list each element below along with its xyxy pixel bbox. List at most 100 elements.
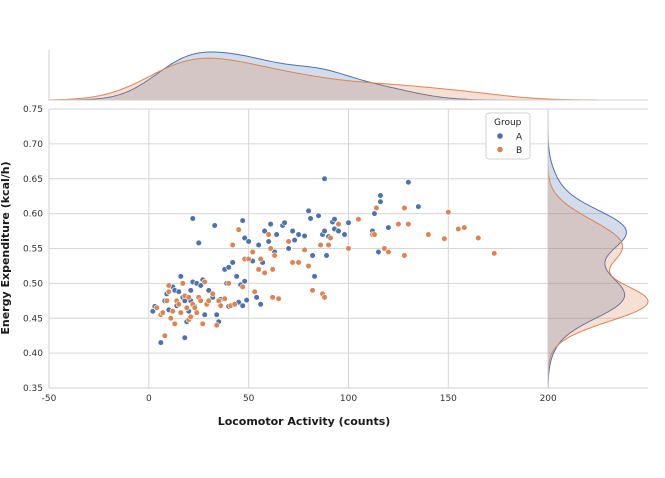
point-b (371, 231, 378, 238)
y-tick-label: 0.55 (23, 245, 43, 255)
x-tick-label: 100 (340, 394, 357, 404)
point-a (405, 179, 412, 186)
point-b (269, 266, 276, 273)
point-b (373, 204, 380, 212)
point-a (255, 241, 262, 249)
point-b (245, 255, 252, 263)
point-b (221, 295, 228, 302)
point-a (197, 282, 204, 289)
point-a (211, 222, 218, 229)
point-b (321, 294, 328, 301)
point-b (251, 288, 258, 295)
x-axis-label: Locomotor Activity (counts) (218, 415, 391, 428)
point-b (229, 241, 236, 249)
point-b (231, 301, 238, 308)
point-a (253, 294, 260, 301)
x-tick-label: 0 (146, 394, 152, 404)
point-b (317, 241, 324, 249)
point-b (255, 266, 262, 273)
point-b (271, 252, 278, 259)
point-b (381, 245, 388, 252)
point-a (335, 227, 342, 235)
point-b (165, 282, 172, 289)
legend-box (485, 112, 531, 160)
point-b (461, 224, 468, 231)
point-b (295, 259, 302, 266)
point-a (307, 215, 314, 222)
point-a (239, 302, 246, 309)
point-b (217, 302, 224, 309)
x-tick-label: -50 (42, 394, 57, 404)
point-a (241, 234, 248, 242)
point-a (377, 192, 384, 199)
point-a (157, 339, 164, 346)
point-b (177, 309, 184, 316)
axes: -50 0 50 100 150 200 0.35 0.40 0.45 0.50 0.55 0.60 0… (23, 50, 648, 404)
point-b (309, 287, 316, 294)
point-b (395, 220, 402, 228)
point-a (331, 216, 338, 223)
point-a (181, 334, 188, 341)
point-b (335, 220, 342, 228)
y-tick-label: 0.60 (23, 210, 43, 220)
y-tick-label: 0.35 (23, 384, 43, 394)
point-a (385, 224, 392, 231)
point-b (401, 252, 408, 259)
y-kde-a (547, 109, 627, 389)
point-b (201, 278, 208, 286)
point-a (205, 287, 212, 294)
point-b (169, 308, 176, 315)
point-b (425, 231, 432, 238)
point-a (229, 259, 236, 266)
point-b (269, 294, 276, 301)
point-b (401, 204, 408, 212)
point-b (345, 245, 352, 252)
point-a (295, 231, 302, 238)
point-a (241, 278, 248, 285)
point-b (249, 248, 256, 256)
point-b (175, 301, 182, 308)
point-b (209, 290, 216, 297)
x-tick-label: 150 (440, 394, 457, 404)
point-a (371, 210, 378, 217)
y-tick-label: 0.40 (23, 349, 43, 359)
legend-title: Group (494, 118, 522, 128)
point-b (165, 288, 172, 295)
point-a (201, 311, 208, 318)
point-a (187, 287, 194, 294)
point-a (305, 207, 312, 214)
point-a (321, 227, 328, 235)
point-a (213, 311, 220, 318)
point-b (163, 297, 170, 304)
y-tick-label: 0.65 (23, 175, 43, 185)
x-tick-label: 50 (243, 394, 255, 404)
point-b (289, 259, 296, 266)
y-tick-label: 0.45 (23, 314, 43, 324)
point-b (187, 313, 194, 320)
point-b (257, 255, 264, 263)
point-b (405, 220, 412, 228)
point-b (159, 309, 166, 316)
point-a (243, 297, 250, 304)
point-b (167, 315, 174, 322)
point-a (261, 227, 268, 235)
legend-marker-a (497, 133, 503, 139)
x-kde-b (48, 57, 648, 101)
legend-label-b: B (516, 146, 522, 156)
point-b (491, 250, 498, 257)
point-b (305, 262, 312, 270)
point-b (285, 238, 292, 245)
point-b (327, 234, 334, 242)
point-a (309, 252, 316, 259)
point-a (311, 273, 318, 280)
point-b (385, 248, 392, 256)
point-b (325, 241, 332, 249)
point-a (239, 217, 246, 224)
y-axis-label: Energy Expenditure (kcal/h) (0, 161, 12, 334)
point-a (265, 238, 272, 245)
point-a (267, 220, 274, 228)
point-b (205, 297, 212, 304)
point-b (213, 322, 220, 329)
point-b (265, 231, 272, 238)
